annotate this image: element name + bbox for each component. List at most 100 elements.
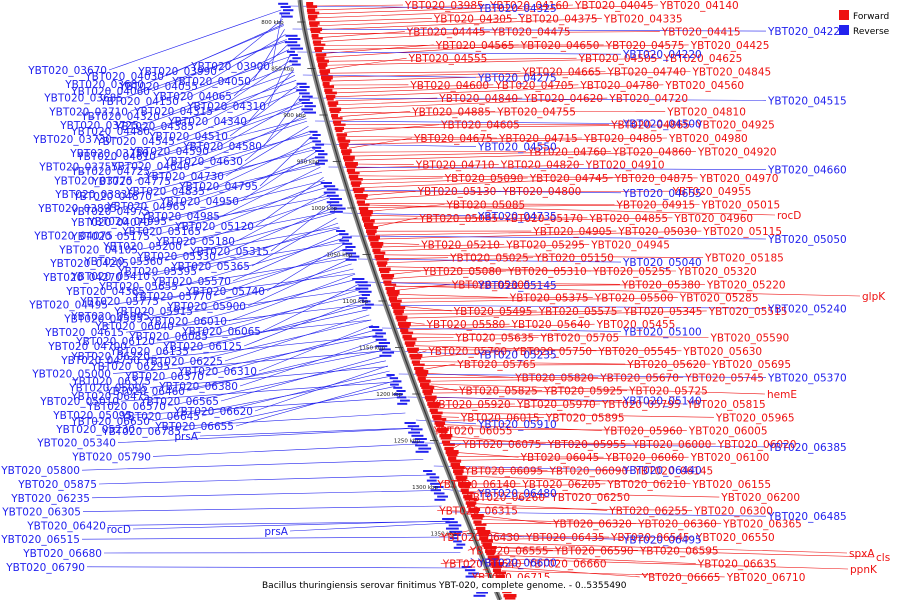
gene-label: YBT020_05775 — [79, 296, 159, 308]
gene-label: YBT020_05820 — [514, 372, 594, 384]
forward-gene — [316, 56, 325, 61]
gene-label: YBT020_06485 — [767, 511, 847, 523]
leader-line — [244, 110, 305, 162]
gene-label: YBT020_06225 — [143, 356, 223, 368]
reverse-gene — [315, 156, 325, 159]
forward-gene — [327, 101, 339, 105]
forward-gene — [410, 357, 422, 360]
leader-line — [469, 491, 720, 498]
gene-label: YBT020_05240 — [767, 303, 847, 315]
reverse-gene — [339, 233, 349, 236]
reverse-gene — [301, 108, 313, 111]
forward-gene — [385, 286, 395, 291]
reverse-gene — [390, 383, 399, 386]
leader-line — [98, 474, 430, 485]
leader-line — [392, 282, 620, 285]
gene-label: YBT020_05750 — [512, 346, 592, 358]
forward-gene — [421, 386, 435, 389]
axis-tick-label: 1100 kbp — [342, 299, 368, 305]
label-leader-lines — [81, 4, 875, 578]
leader-line — [489, 536, 695, 540]
gene-label: YBT020_05790 — [71, 451, 151, 463]
leader-line — [151, 375, 392, 422]
leader-line — [372, 217, 673, 224]
gene-label: YBT020_05140 — [622, 396, 702, 408]
gene-label: YBT020_04955 — [672, 186, 752, 198]
forward-gene — [351, 184, 360, 187]
gene-label: YBT020_05305 — [451, 279, 531, 291]
reverse-gene — [312, 134, 321, 136]
leader-line — [424, 373, 514, 378]
reverse-gene — [396, 390, 406, 392]
gene-label: YBT020_06545 — [610, 532, 690, 544]
gene-label: YBT020_04910 — [585, 160, 665, 172]
leader-line — [328, 166, 767, 170]
forward-gene — [331, 114, 339, 118]
forward-gene — [356, 200, 365, 204]
gene-label: YBT020_04625 — [663, 53, 743, 65]
gene-label: YBT020_04630 — [163, 156, 243, 168]
gene-label: YBT020_05085 — [446, 200, 526, 212]
forward-gene — [485, 549, 496, 554]
gene-label: YBT020_04915 — [616, 200, 696, 212]
reverse-gene — [430, 482, 441, 485]
leader-line — [431, 390, 628, 394]
gene-label: YBT020_04730 — [144, 171, 224, 183]
leader-line — [378, 242, 420, 245]
forward-gene — [401, 331, 414, 335]
leader-line — [251, 217, 337, 267]
forward-gene — [340, 146, 348, 149]
gene-label: YBT020_05570 — [151, 276, 231, 288]
leader-line — [395, 285, 861, 297]
gene-label: YBT020_05360 — [83, 256, 163, 268]
forward-gene — [482, 542, 492, 547]
gene-label: YBT020_06600 — [477, 557, 557, 569]
leader-line — [180, 49, 290, 102]
gene-label: YBT020_05545 — [597, 346, 677, 358]
gene-label: YBT020_05765 — [456, 359, 536, 371]
leader-line — [457, 456, 689, 461]
reverse-gene — [456, 543, 466, 546]
gene-label: YBT020_06065 — [181, 326, 261, 338]
forward-gene — [322, 82, 330, 86]
gene-label: YBT020_04860 — [612, 146, 692, 158]
gene-label: YBT020_05095 — [52, 410, 132, 422]
reverse-gene — [342, 236, 352, 239]
forward-gene — [317, 62, 328, 67]
forward-gene — [324, 88, 333, 93]
gene-label: YBT020_05380 — [621, 279, 701, 291]
forward-gene — [495, 574, 505, 579]
forward-gene — [358, 206, 369, 211]
legend-reverse-label: Reverse — [853, 27, 890, 37]
leader-line — [481, 519, 637, 524]
gene-label: YBT020_04705 — [494, 80, 574, 92]
gene-label: YBT020_05315 — [189, 246, 269, 258]
forward-gene — [479, 536, 489, 541]
forward-gene — [483, 546, 497, 549]
forward-gene — [412, 363, 425, 366]
axis-tick-label: 900 kbp — [283, 113, 306, 119]
leader-line — [452, 511, 767, 517]
forward-gene — [466, 504, 476, 507]
forward-gene — [438, 430, 448, 434]
reverse-gene — [299, 86, 310, 88]
forward-gene — [339, 142, 349, 147]
reverse-gene — [329, 198, 342, 200]
reverse-gene — [411, 434, 424, 437]
gene-label: YBT020_06515 — [0, 534, 80, 546]
gene-label: spxA — [849, 548, 875, 560]
gene-label: YBT020_03985 — [404, 0, 484, 12]
leader-line — [430, 388, 543, 391]
gene-label: YBT020_05040 — [622, 257, 702, 269]
gene-label: YBT020_05080 — [422, 266, 502, 278]
gene-label: YBT020_04505 — [578, 53, 658, 65]
gene-label: YBT020_04325 — [477, 3, 557, 15]
reverse-gene — [315, 150, 325, 152]
leader-line — [217, 207, 334, 257]
leader-line — [325, 57, 577, 62]
gene-label: YBT020_05970 — [516, 399, 596, 411]
gene-label: YBT020_04750 — [60, 355, 140, 367]
gene-label: YBT020_05175 — [70, 231, 150, 243]
leader-line — [463, 475, 691, 485]
reverse-gene — [393, 393, 404, 396]
